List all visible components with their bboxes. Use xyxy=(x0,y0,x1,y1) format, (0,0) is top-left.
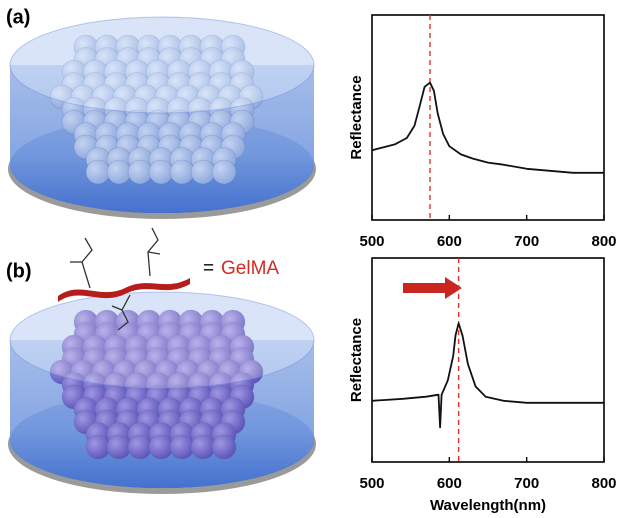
panel-label: (b) xyxy=(6,260,32,282)
dish-illustration xyxy=(8,292,316,494)
x-tick-label: 800 xyxy=(591,233,616,250)
figure: (a) (b) = GelMA 500 600 700 800 Reflectance 5… xyxy=(0,0,619,513)
panel-label: (a) xyxy=(6,6,30,28)
dish-top xyxy=(10,17,314,113)
x-tick-label: 700 xyxy=(514,475,539,492)
shift-arrow xyxy=(403,277,462,299)
dish-illustration xyxy=(8,17,316,219)
plot-frame xyxy=(372,15,604,220)
x-tick-label: 600 xyxy=(437,233,462,250)
x-tick-label: 700 xyxy=(514,233,539,250)
gelma-label: GelMA xyxy=(221,258,279,279)
spectrum-line xyxy=(372,83,604,173)
x-tick-label: 800 xyxy=(591,475,616,492)
x-tick-label: 600 xyxy=(437,475,462,492)
spectrum-line xyxy=(372,323,604,427)
y-axis-label: Reflectance xyxy=(348,318,365,402)
x-tick-label: 500 xyxy=(359,475,384,492)
y-axis-label: Reflectance xyxy=(348,75,365,159)
equals-sign: = xyxy=(203,258,214,279)
dish-top xyxy=(10,292,314,388)
x-axis-label: Wavelength(nm) xyxy=(430,497,546,513)
x-tick-label: 500 xyxy=(359,233,384,250)
